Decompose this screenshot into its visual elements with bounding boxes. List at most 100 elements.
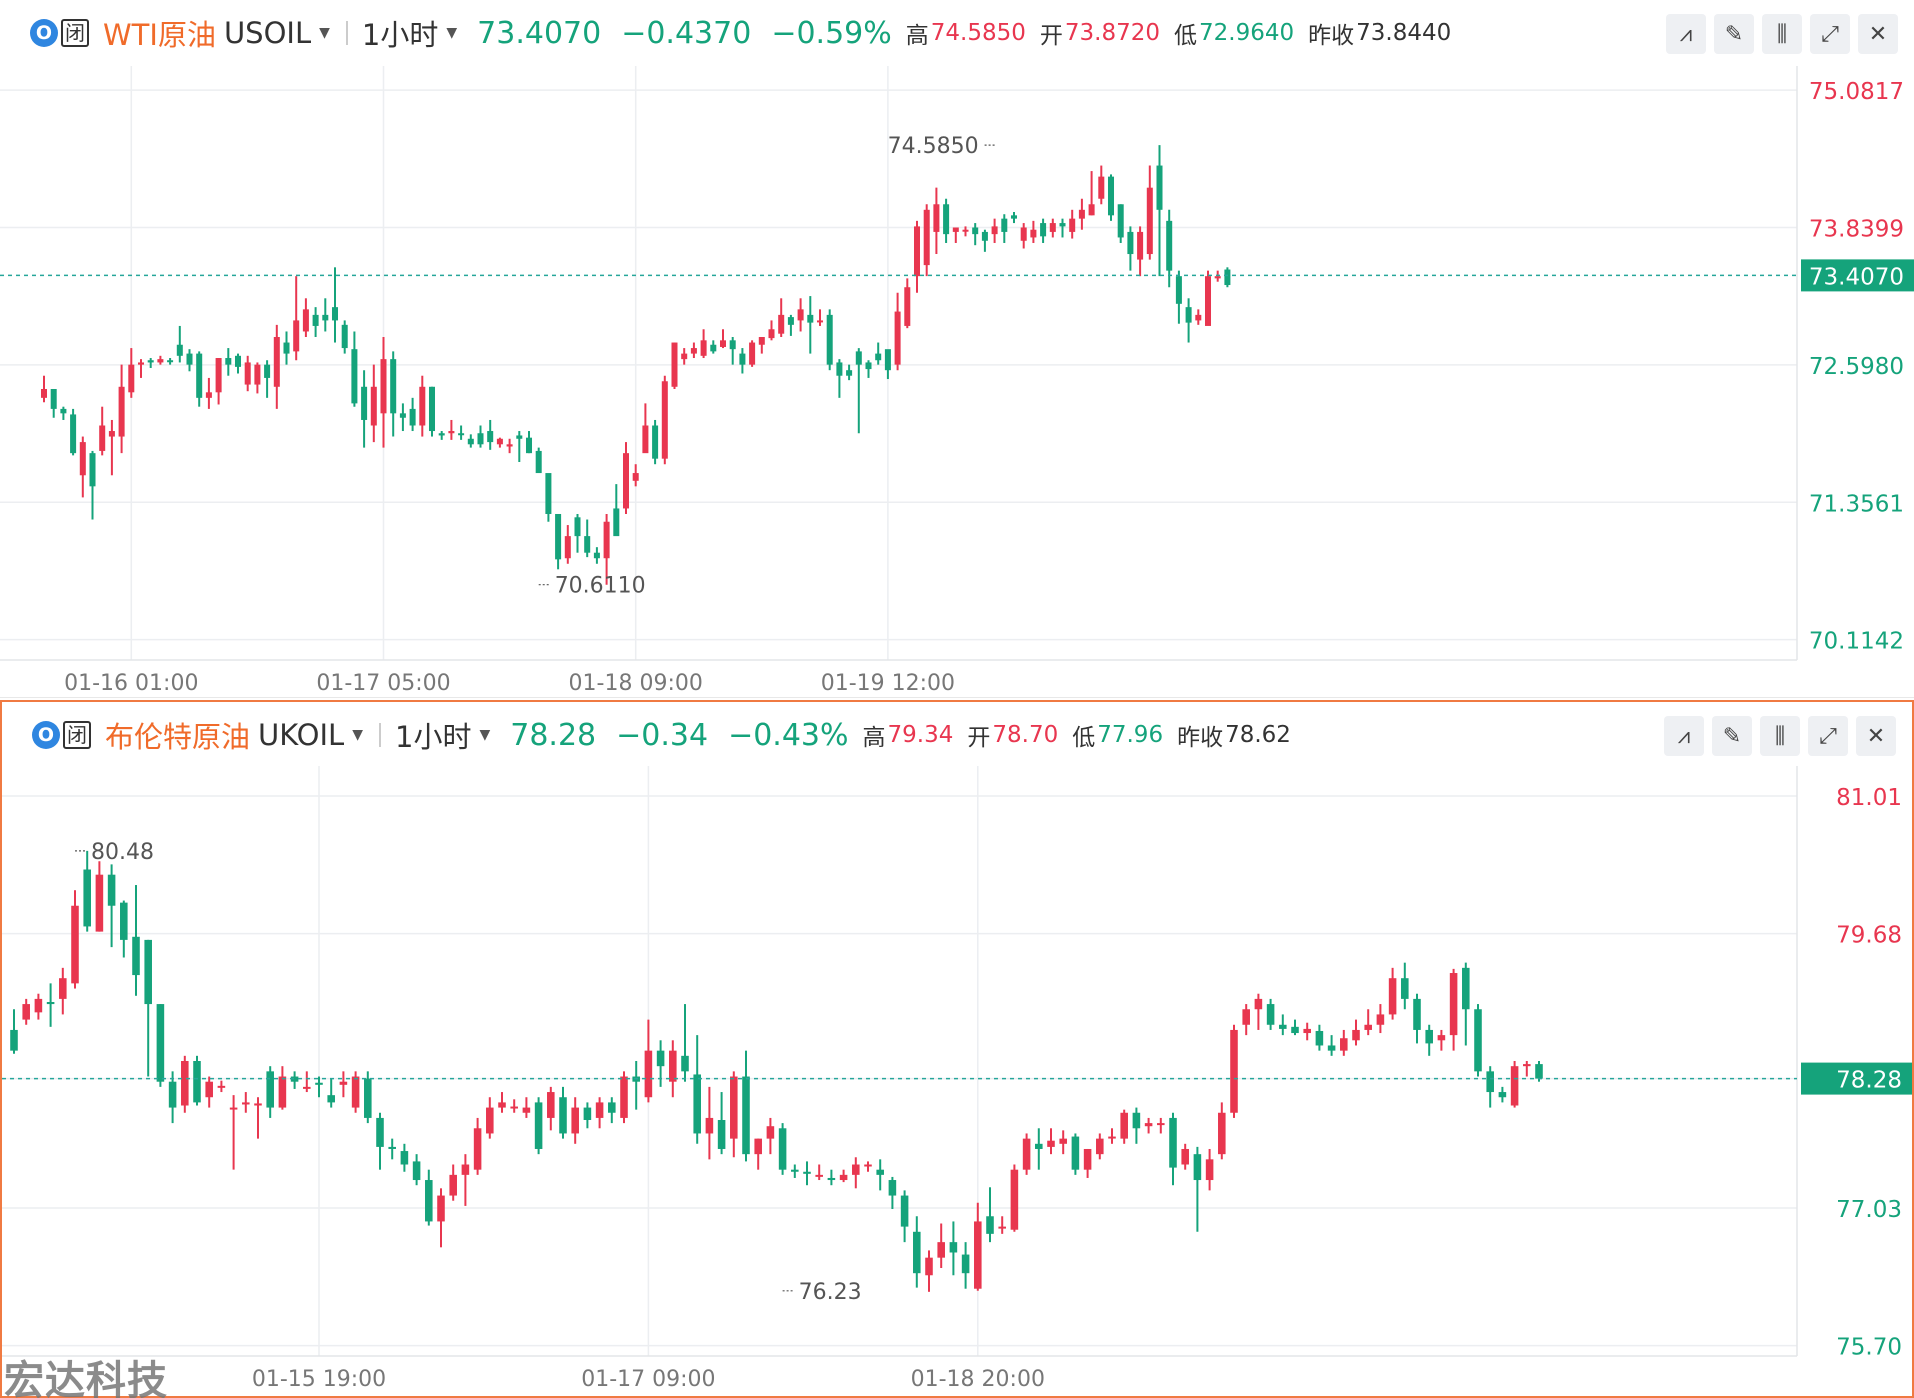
x-tick-label: 01-18 20:00	[911, 1367, 1045, 1392]
prev-close-label: 昨收	[1308, 23, 1355, 49]
candle-body	[95, 874, 104, 932]
candle	[498, 1092, 506, 1113]
candle	[913, 1216, 921, 1288]
candle-body	[671, 342, 678, 387]
indicator-icon[interactable]: ⩘	[1664, 716, 1704, 756]
candle-body	[758, 337, 765, 345]
candle	[900, 1190, 909, 1243]
candle	[839, 1169, 848, 1183]
candle-body	[1020, 227, 1027, 241]
candle	[400, 1143, 409, 1172]
candle	[652, 419, 659, 465]
candle	[739, 348, 746, 374]
candle	[583, 1102, 592, 1129]
symbol-dropdown-icon[interactable]: ▼	[352, 727, 363, 743]
candle-body	[1144, 1123, 1153, 1127]
draw-pen-icon[interactable]: ✎	[1714, 14, 1754, 54]
candle-type-icon[interactable]: ⫼	[1760, 716, 1800, 756]
candle	[339, 1071, 348, 1098]
min-price-label: 76.23	[799, 1280, 862, 1305]
candle-body	[322, 314, 329, 321]
high-label: 高	[905, 23, 929, 49]
candle	[144, 939, 152, 1077]
candle-body	[1069, 218, 1076, 232]
draw-pen-icon[interactable]: ✎	[1712, 716, 1752, 756]
candle	[1266, 998, 1275, 1030]
candle-body	[875, 353, 882, 361]
candle-body	[1071, 1136, 1080, 1170]
symbol-code[interactable]: USOIL	[223, 16, 312, 50]
candle-body	[331, 307, 339, 321]
candle	[700, 329, 707, 359]
interval-select[interactable]: 1小时	[361, 18, 439, 52]
ukoil-candlestick-chart[interactable]: 81.01 79.68 78.28 77.03 75.70 01-15 19:00 01-1…	[2, 766, 1912, 1396]
candle-body	[1474, 1009, 1482, 1072]
expand-icon[interactable]: ⤢	[1808, 716, 1848, 756]
candle-body	[181, 1061, 189, 1106]
candle	[894, 292, 901, 371]
candle-body	[1169, 1117, 1177, 1168]
candle-body	[1078, 209, 1085, 219]
candle-body	[467, 438, 474, 445]
candle	[1157, 1117, 1165, 1134]
candle	[108, 419, 115, 476]
candle-body	[1040, 223, 1047, 237]
candle	[1047, 1128, 1055, 1155]
candle	[229, 1095, 238, 1170]
watermark-logo: 宏达科技	[4, 1358, 168, 1398]
candle-body	[749, 342, 756, 365]
symbol-name[interactable]: WTI原油	[103, 18, 216, 52]
candle	[486, 1097, 494, 1139]
candle-body	[766, 1126, 775, 1139]
candle-body	[620, 1076, 628, 1118]
candle	[836, 359, 843, 398]
candle	[234, 353, 242, 374]
interval-select[interactable]: 1小时	[395, 720, 472, 754]
candle-body	[742, 1076, 750, 1155]
candle	[181, 1055, 189, 1113]
candle-body	[652, 425, 659, 459]
candle-body	[913, 226, 921, 277]
candle-body	[1195, 314, 1202, 321]
close-icon[interactable]: ✕	[1856, 716, 1896, 756]
candle-body	[690, 348, 697, 354]
candle	[681, 1004, 689, 1082]
candle	[710, 340, 717, 354]
symbol-code[interactable]: UKOIL	[258, 718, 345, 752]
candle-body	[1214, 276, 1221, 279]
interval-dropdown-icon[interactable]: ▼	[479, 727, 491, 743]
close-icon[interactable]: ✕	[1858, 14, 1898, 54]
candle-body	[559, 1097, 567, 1134]
candle-body	[137, 362, 145, 365]
symbol-name[interactable]: 布伦特原油	[105, 720, 251, 754]
candle-body	[167, 360, 174, 363]
candle	[506, 438, 513, 454]
indicator-icon[interactable]: ⩘	[1666, 14, 1706, 54]
candle-body	[118, 386, 125, 437]
candle	[409, 397, 416, 432]
candle	[986, 1187, 994, 1243]
candle-body	[438, 433, 445, 436]
candle-body	[1291, 1026, 1299, 1034]
candle-body	[754, 1138, 762, 1155]
candle	[574, 513, 581, 553]
candle	[571, 1097, 579, 1144]
header-divider	[379, 723, 381, 747]
expand-icon[interactable]: ⤢	[1810, 14, 1850, 54]
candle	[547, 1086, 555, 1131]
candle-body	[534, 1102, 543, 1149]
candle-type-icon[interactable]: ⫼	[1762, 14, 1802, 54]
candle-body	[351, 349, 358, 404]
market-status-icon: O	[32, 721, 60, 749]
candle-body	[1059, 223, 1066, 227]
candle	[525, 431, 533, 454]
candle	[390, 351, 397, 437]
candle	[341, 320, 348, 354]
candle	[331, 267, 339, 343]
candle-body	[1096, 1138, 1104, 1155]
usoil-candlestick-chart[interactable]: 75.0817 73.8399 72.5980 71.3561 70.1142 01-16…	[0, 66, 1914, 698]
interval-dropdown-icon[interactable]: ▼	[446, 25, 458, 41]
symbol-dropdown-icon[interactable]: ▼	[319, 25, 330, 41]
header-divider	[345, 21, 348, 45]
candle	[303, 1071, 311, 1093]
